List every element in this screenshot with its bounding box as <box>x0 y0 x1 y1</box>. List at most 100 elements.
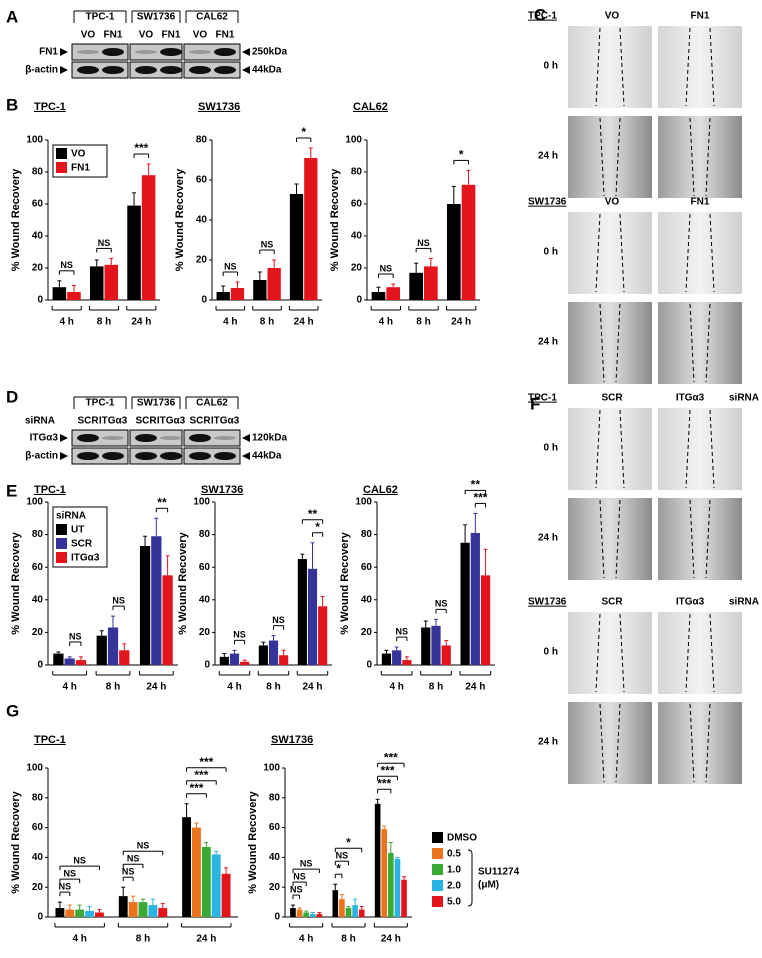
micrograph <box>568 26 652 108</box>
y-tick-label: 80 <box>351 167 363 178</box>
bar <box>107 627 119 665</box>
blot <box>183 447 241 465</box>
cell-label: SW1736 <box>528 197 567 208</box>
legend-note: SU11274 <box>478 867 520 878</box>
y-tick-label: 20 <box>361 627 373 638</box>
bar <box>352 905 358 917</box>
y-tick-label: 100 <box>345 135 362 146</box>
arrow <box>242 66 250 74</box>
bar <box>304 158 318 300</box>
group-label: TPC-1 <box>86 398 115 409</box>
bar <box>65 909 75 917</box>
y-tick-label: 100 <box>263 763 280 774</box>
bar <box>339 899 345 917</box>
y-tick-label: 40 <box>269 852 281 863</box>
legend-label: 5.0 <box>447 897 461 908</box>
bar <box>119 650 130 665</box>
legend-swatch <box>56 524 67 535</box>
significance-label: * <box>301 125 306 139</box>
band <box>189 434 211 442</box>
x-tick-label: 24 h <box>146 682 166 693</box>
band <box>160 66 182 74</box>
x-tick-label: 24 h <box>294 317 314 328</box>
bar <box>104 264 119 300</box>
bar <box>424 266 438 300</box>
bar <box>374 803 381 917</box>
significance-label: NS <box>380 263 393 273</box>
bar <box>290 908 296 917</box>
group-label: SW1736 <box>137 12 176 23</box>
arrow <box>60 66 68 74</box>
bar <box>431 625 441 665</box>
band <box>102 48 124 56</box>
band <box>135 452 157 460</box>
legend-swatch <box>56 552 67 563</box>
y-tick-label: 20 <box>269 882 281 893</box>
legend-label: 1.0 <box>447 865 461 876</box>
y-tick-label: 40 <box>32 852 44 863</box>
wound-edge <box>615 117 621 197</box>
bar <box>303 912 309 917</box>
bar <box>267 268 281 300</box>
bar <box>158 908 168 917</box>
y-tick-label: 20 <box>32 263 44 274</box>
bar <box>392 650 402 665</box>
significance-label: NS <box>64 868 77 878</box>
band <box>160 48 182 56</box>
row-label: 0 h <box>544 247 558 258</box>
wound-edge <box>595 213 601 293</box>
lane-label: FN1 <box>104 30 123 41</box>
bar <box>96 635 107 665</box>
x-tick-label: 4 h <box>389 682 403 693</box>
band <box>135 50 157 54</box>
lane-label: ITGα3 <box>157 416 186 427</box>
y-tick-label: 40 <box>199 594 211 605</box>
legend-label: FN1 <box>71 163 90 174</box>
y-tick-label: 0 <box>37 295 43 306</box>
bar <box>192 827 201 917</box>
y-axis-label: % Wound Recovery <box>10 168 22 271</box>
y-tick-label: 0 <box>204 660 210 671</box>
lane-label: ITGα3 <box>211 416 240 427</box>
legend-swatch <box>432 880 443 891</box>
group-label: SW1736 <box>137 398 176 409</box>
significance-label: *** <box>134 141 148 155</box>
row-label: β-actin <box>25 451 58 462</box>
bar <box>381 829 388 917</box>
column-label: ITGα3 <box>676 393 705 404</box>
arrow <box>242 434 250 442</box>
significance-label: NS <box>417 238 430 248</box>
x-tick-label: 4 h <box>72 934 86 945</box>
x-tick-label: 4 h <box>379 317 393 328</box>
y-tick-label: 40 <box>361 594 373 605</box>
size-label: 44kDa <box>252 65 282 76</box>
y-tick-label: 20 <box>32 627 44 638</box>
bar <box>118 896 128 917</box>
significance-label: NS <box>290 884 303 894</box>
size-label: 120kDa <box>252 433 287 444</box>
wound-edge <box>685 27 691 107</box>
significance-label: *** <box>199 755 213 769</box>
chart-title: TPC-1 <box>34 734 66 746</box>
bar <box>289 194 304 300</box>
y-tick-label: 20 <box>199 627 211 638</box>
bar <box>268 640 279 665</box>
significance-label: NS <box>233 630 246 640</box>
micrograph <box>658 302 742 384</box>
wound-edge <box>709 613 715 693</box>
lane-label: VO <box>193 30 208 41</box>
lane-label: SCR <box>135 416 157 427</box>
bar <box>358 909 365 917</box>
y-tick-label: 60 <box>361 562 373 573</box>
y-tick-label: 20 <box>32 882 44 893</box>
significance-label: ** <box>308 507 318 521</box>
significance-label: * <box>336 861 341 875</box>
legend-swatch <box>56 148 67 159</box>
lane-label: ITGα3 <box>99 416 128 427</box>
bar <box>258 645 268 665</box>
bar <box>64 658 75 665</box>
significance-label: NS <box>122 867 135 877</box>
wound-edge <box>689 703 695 783</box>
lane-label: VO <box>139 30 154 41</box>
bar <box>139 546 151 665</box>
